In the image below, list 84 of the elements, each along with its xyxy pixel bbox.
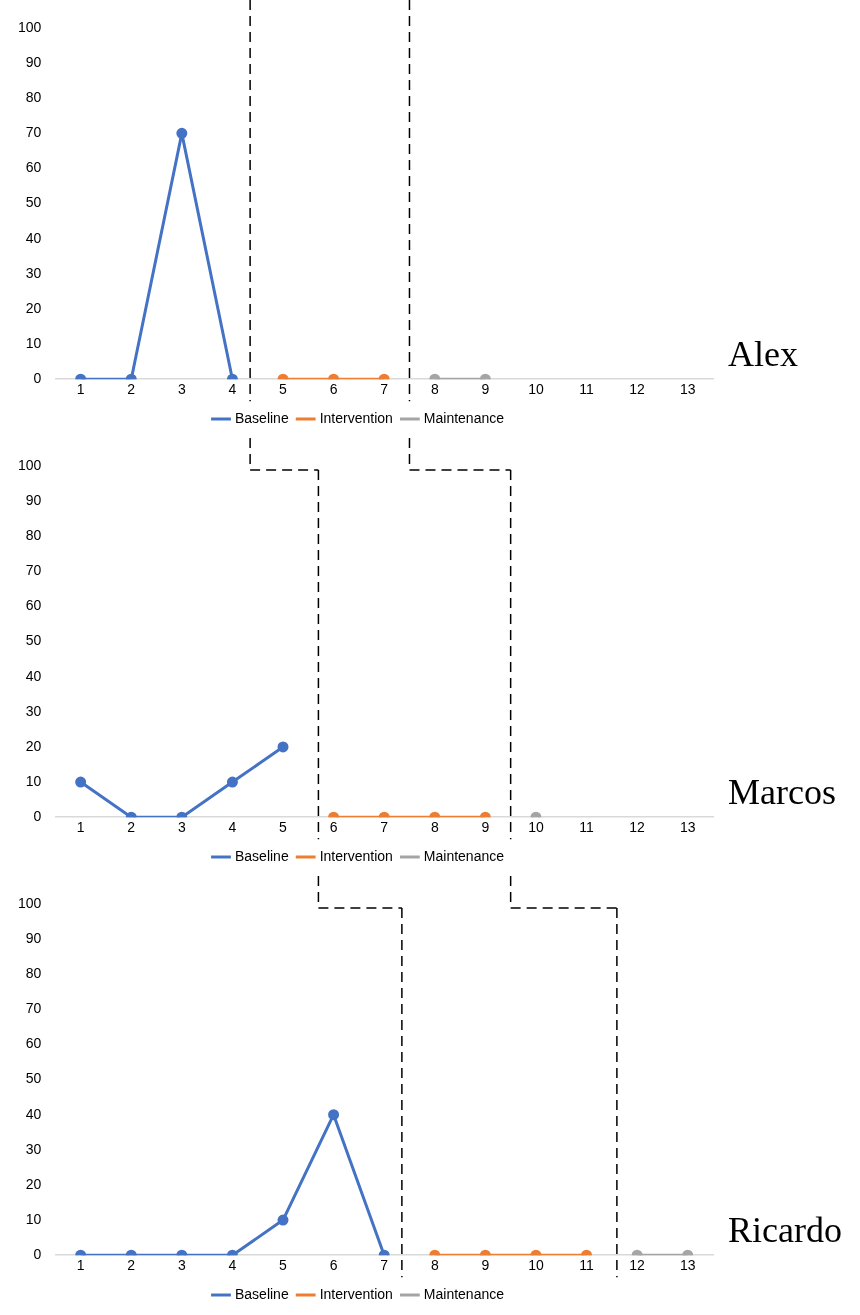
y-tick-label: 40 [25, 667, 42, 684]
y-tick-label: 70 [25, 1000, 42, 1017]
y-tick-label: 20 [25, 737, 42, 754]
x-tick-label: 9 [481, 1257, 490, 1274]
y-tick-label: 10 [25, 334, 42, 351]
x-tick-label: 7 [380, 1257, 389, 1274]
x-tick-label: 3 [177, 819, 186, 836]
x-tick-label: 4 [228, 819, 237, 836]
y-tick-label: 90 [25, 53, 42, 70]
text: Marcos [728, 771, 836, 814]
x-tick-label: 12 [629, 381, 646, 398]
x-tick-label: 7 [380, 819, 389, 836]
x-tick-label: 3 [177, 1257, 186, 1274]
y-tick-label: 70 [25, 562, 42, 579]
y-tick-label: 50 [25, 1070, 42, 1087]
y-tick-label: 60 [25, 159, 42, 176]
y-tick-label: 30 [25, 702, 42, 719]
legend-label: Baseline [234, 1285, 289, 1302]
y-tick-label: 50 [25, 194, 42, 211]
x-tick-label: 6 [329, 1257, 338, 1274]
x-tick-label: 5 [279, 381, 288, 398]
x-tick-label: 8 [430, 1257, 439, 1274]
y-tick-label: 10 [25, 1210, 42, 1227]
x-tick-label: 8 [430, 819, 439, 836]
x-tick-label: 2 [127, 819, 136, 836]
x-tick-label: 6 [329, 381, 338, 398]
x-tick-label: 13 [679, 381, 696, 398]
y-tick-label: 80 [25, 89, 42, 106]
y-tick-label: 40 [25, 1105, 42, 1122]
y-tick-label: 80 [25, 965, 42, 982]
y-tick-label: 90 [25, 491, 42, 508]
x-tick-label: 6 [329, 819, 338, 836]
text: Alex [728, 333, 798, 376]
x-tick-label: 4 [228, 381, 237, 398]
y-tick-label: 80 [25, 527, 42, 544]
y-tick-label: 0 [33, 808, 42, 825]
legend-label: Maintenance [423, 847, 505, 864]
y-tick-label: 100 [18, 456, 42, 473]
legend-label: Intervention [319, 409, 393, 426]
x-tick-label: 1 [76, 819, 85, 836]
y-tick-label: 60 [25, 1035, 42, 1052]
y-tick-label: 60 [25, 597, 42, 614]
y-tick-label: 50 [25, 632, 42, 649]
x-tick-label: 12 [629, 1257, 646, 1274]
y-tick-label: 100 [18, 18, 42, 35]
x-tick-label: 10 [528, 381, 544, 398]
y-tick-label: 30 [25, 264, 42, 281]
y-tick-label: 100 [18, 894, 42, 911]
y-tick-label: 40 [25, 229, 42, 246]
x-tick-label: 11 [579, 1257, 594, 1274]
x-tick-label: 9 [481, 381, 490, 398]
x-tick-label: 8 [430, 381, 439, 398]
y-tick-label: 20 [25, 1175, 42, 1192]
x-tick-label: 5 [279, 819, 288, 836]
y-tick-label: 10 [25, 772, 42, 789]
legend-label: Intervention [319, 847, 393, 864]
legend-label: Baseline [234, 847, 289, 864]
x-tick-label: 1 [76, 1257, 85, 1274]
y-tick-label: 0 [33, 1246, 42, 1263]
legend-label: Baseline [234, 409, 289, 426]
y-tick-label: 20 [25, 299, 42, 316]
y-tick-label: 90 [25, 929, 42, 946]
x-tick-label: 11 [579, 381, 594, 398]
x-tick-label: 4 [228, 1257, 237, 1274]
y-tick-label: 0 [33, 370, 42, 387]
x-tick-label: 7 [380, 381, 389, 398]
y-tick-label: 30 [25, 1140, 42, 1157]
x-tick-label: 13 [679, 1257, 696, 1274]
legend-label: Maintenance [423, 409, 505, 426]
x-tick-label: 3 [177, 381, 186, 398]
x-tick-label: 13 [679, 819, 696, 836]
x-tick-label: 9 [481, 819, 490, 836]
x-tick-label: 10 [528, 819, 544, 836]
x-tick-label: 1 [76, 381, 85, 398]
text: Ricardo [728, 1209, 842, 1252]
x-tick-label: 10 [528, 1257, 544, 1274]
x-tick-label: 5 [279, 1257, 288, 1274]
y-tick-label: 70 [25, 124, 42, 141]
x-tick-label: 11 [579, 819, 594, 836]
x-tick-label: 2 [127, 1257, 136, 1274]
legend-label: Maintenance [423, 1285, 505, 1302]
x-tick-label: 12 [629, 819, 646, 836]
legend-label: Intervention [319, 1285, 393, 1302]
x-tick-label: 2 [127, 381, 136, 398]
